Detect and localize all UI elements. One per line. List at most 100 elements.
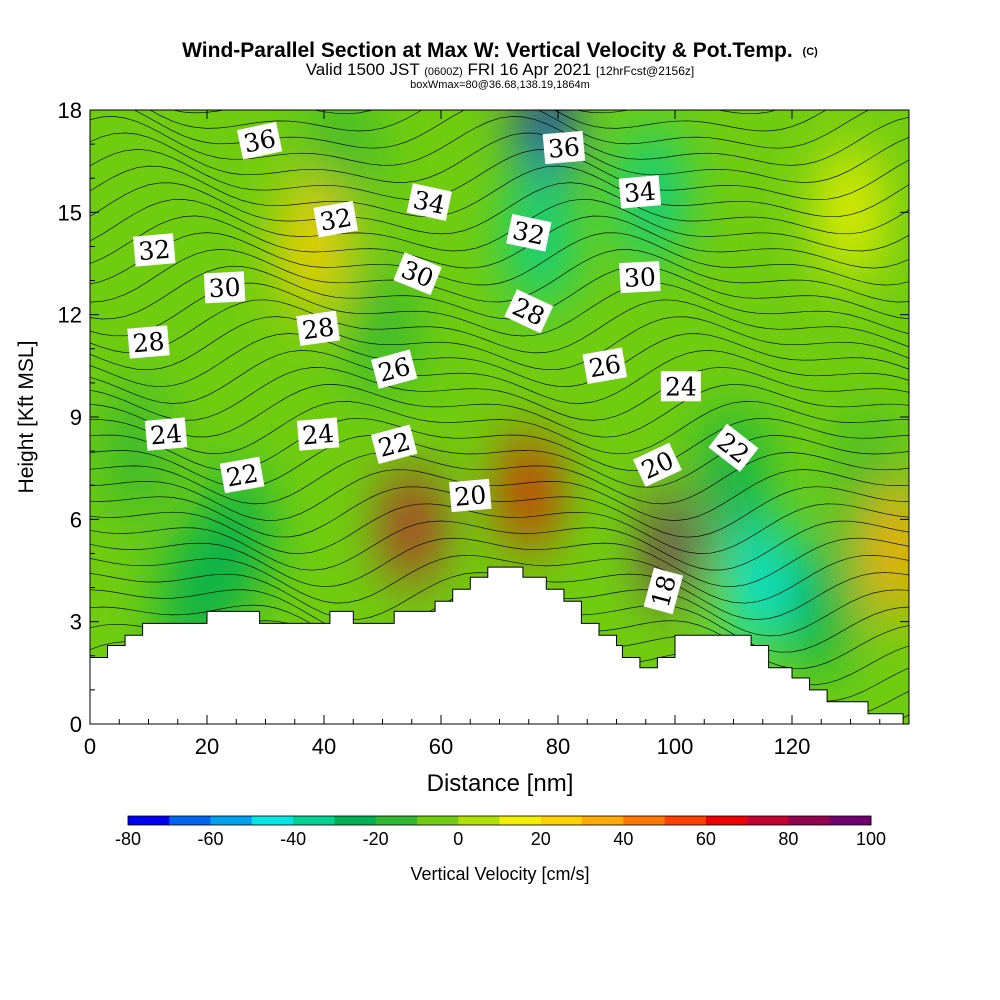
isentrope-label-text: 28 xyxy=(300,312,336,345)
isentrope-label: 30 xyxy=(619,261,661,294)
isentrope-label-box xyxy=(506,213,552,252)
y-tick-label: 3 xyxy=(70,610,82,635)
isentrope-label: 22 xyxy=(219,456,265,494)
y-tick-label: 15 xyxy=(58,200,82,225)
chart-title-main: Wind-Parallel Section at Max W: Vertical… xyxy=(182,39,793,62)
isentrope-line xyxy=(90,198,909,252)
isentrope-label-box xyxy=(708,423,759,472)
isentrope-label-text: 24 xyxy=(149,419,183,451)
colorbar-tick-label: 40 xyxy=(613,829,633,849)
isentrope-label-box xyxy=(296,310,340,346)
colorbar-swatch xyxy=(623,816,666,825)
isentrope-label-box xyxy=(504,289,554,334)
isentrope-line xyxy=(90,165,909,218)
colorbar-tick-label: 20 xyxy=(531,829,551,849)
colorbar-swatch xyxy=(705,816,748,825)
isentrope-label: 18 xyxy=(643,567,683,615)
y-tick-label: 12 xyxy=(58,303,82,328)
colorbar-tick-label: 60 xyxy=(696,829,716,849)
colorbar-tick-label: 0 xyxy=(453,829,463,849)
colorbar-tick-label: -80 xyxy=(115,829,141,849)
colorbar: -80 -60 -40 -20 0 20 40 60 80 100 xyxy=(115,815,886,849)
isentrope-line xyxy=(90,452,909,505)
colorbar-swatch xyxy=(375,816,418,825)
isentrope-label-text: 26 xyxy=(587,349,623,383)
isentrope-label-box xyxy=(643,567,683,615)
colorbar-label: Vertical Velocity [cm/s] xyxy=(410,864,589,884)
isentrope-line xyxy=(90,503,909,555)
colorbar-swatch xyxy=(582,816,624,825)
x-tick-label: 60 xyxy=(429,734,453,759)
isentrope-label-text: 30 xyxy=(208,273,241,304)
isentrope-line xyxy=(90,232,909,286)
isentrope-label-text: 24 xyxy=(665,372,697,401)
y-tick-label: 18 xyxy=(58,98,82,123)
isentrope-line xyxy=(90,537,909,588)
colorbar-swatch xyxy=(169,816,212,825)
forecast-info: [12hrFcst@2156z] xyxy=(596,64,694,78)
isentrope-label: 32 xyxy=(133,233,176,267)
isentrope-line xyxy=(90,116,909,166)
colorbar-swatch xyxy=(293,816,335,825)
isentrope-label: 32 xyxy=(506,213,552,252)
valid-time-prefix: Valid 1500 JST xyxy=(306,60,420,79)
colorbar-swatch xyxy=(251,816,294,825)
colorbar-swatch xyxy=(416,816,459,825)
isentrope-line xyxy=(90,469,909,521)
isentrope-label-box xyxy=(236,121,283,160)
colorbar-tick-label: -40 xyxy=(280,829,306,849)
isentrope-line xyxy=(90,350,909,404)
isentrope-line xyxy=(171,110,778,115)
colorbar-swatch xyxy=(210,816,253,825)
chart-subtitle: Valid 1500 JST (0600Z) FRI 16 Apr 2021 [… xyxy=(306,60,695,79)
x-tick-label: 40 xyxy=(312,734,336,759)
isentrope-label-box xyxy=(203,271,246,304)
isentrope-line xyxy=(90,132,909,183)
isentrope-label-box xyxy=(127,325,170,359)
isentrope-line xyxy=(133,110,870,149)
isentrope-label-box xyxy=(542,130,586,165)
isentrope-label-box xyxy=(619,261,661,294)
isentrope-label: 24 xyxy=(660,371,701,402)
isentrope-label: 24 xyxy=(144,417,188,451)
colorbar-tick-label: -60 xyxy=(198,829,224,849)
x-tick-label: 0 xyxy=(84,734,96,759)
isentrope-label-box xyxy=(133,233,176,267)
isentrope-label-box xyxy=(370,349,418,389)
isentrope-line xyxy=(90,333,909,388)
velocity-cell xyxy=(867,483,909,624)
isentrope-line xyxy=(90,401,909,455)
isentrope-label: 28 xyxy=(127,325,170,359)
colorbar-tick-label: 80 xyxy=(778,829,798,849)
isentrope-label-box xyxy=(313,200,359,238)
isentrope-line xyxy=(90,149,909,201)
isentrope-label: 34 xyxy=(406,183,452,221)
isentrope-label-box xyxy=(582,347,628,385)
x-tick-label: 20 xyxy=(195,734,219,759)
y-tick-label: 6 xyxy=(70,507,82,532)
chart-title: Wind-Parallel Section at Max W: Vertical… xyxy=(182,39,818,62)
colorbar-tick-label: 100 xyxy=(856,829,886,849)
isentrope-label-text: 20 xyxy=(453,480,487,512)
isentrope-label-box xyxy=(660,371,701,402)
terrain xyxy=(89,566,904,725)
isentrope-line xyxy=(90,265,909,320)
isentrope-line xyxy=(90,182,909,235)
isentrope-line xyxy=(90,316,909,371)
x-tick-label: 80 xyxy=(546,734,570,759)
isentrope-label-text: 32 xyxy=(510,216,547,251)
valid-time-utc: (0600Z) xyxy=(424,66,463,78)
isentrope-label: 34 xyxy=(618,175,662,209)
velocity-cell xyxy=(282,176,343,317)
y-tick-label: 0 xyxy=(70,712,82,737)
isentrope-label-text: 34 xyxy=(411,185,448,220)
colorbar-swatch xyxy=(664,816,707,825)
colorbar-frame xyxy=(127,815,872,826)
velocity-cell xyxy=(106,381,167,522)
isentrope-line xyxy=(90,554,909,604)
isentrope-line xyxy=(90,520,909,571)
isentrope-label-box xyxy=(449,478,492,513)
isentrope-label-text: 36 xyxy=(547,132,581,164)
